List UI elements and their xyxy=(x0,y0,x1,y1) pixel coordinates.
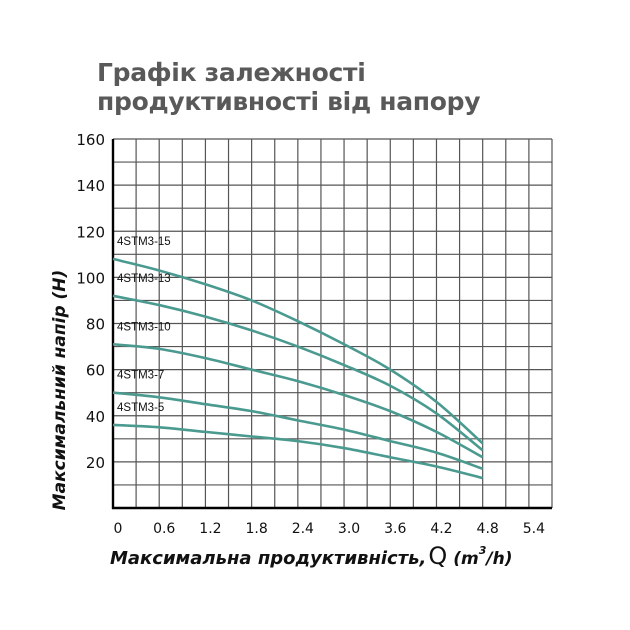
y-tick-label: 160 xyxy=(76,131,105,149)
x-tick-label: 3.0 xyxy=(338,521,360,537)
x-tick-label: 4.2 xyxy=(430,521,452,537)
y-tick-label: 100 xyxy=(76,269,105,287)
x-tick-label: 4.8 xyxy=(477,521,499,537)
series-line-4stm3-13 xyxy=(112,294,484,452)
chart-title: Графік залежності продуктивності від нап… xyxy=(97,58,481,116)
y-tick-label: 20 xyxy=(86,454,105,472)
series-line-4stm3-5 xyxy=(112,423,483,480)
series-label: 4STM3-15 xyxy=(117,236,171,248)
y-tick-label: 40 xyxy=(86,408,105,426)
series-label: 4STM3-5 xyxy=(117,402,164,414)
x-tick-label: 2.4 xyxy=(292,521,314,537)
x-axis-label-q: Q xyxy=(428,542,448,570)
series-label: 4STM3-10 xyxy=(117,321,171,333)
y-tick-label: 140 xyxy=(76,177,105,195)
y-axis-label: Максимальний напір (H) xyxy=(50,269,70,511)
series-line-4stm3-10 xyxy=(112,342,484,459)
x-axis-label-text: Максимальна продуктивність, xyxy=(110,548,427,569)
x-tick-label: 1.2 xyxy=(199,521,221,537)
y-tick-label: 120 xyxy=(76,223,105,241)
x-tick-label: 0.6 xyxy=(153,521,175,537)
x-tick-label: 5.4 xyxy=(523,521,545,537)
series-line-4stm3-15 xyxy=(112,257,484,445)
x-axis-unit: (m3/h) xyxy=(453,544,513,569)
y-tick-label: 80 xyxy=(86,316,105,334)
series-label: 4STM3-7 xyxy=(117,370,164,382)
x-axis-label: Максимальна продуктивність,Q (m3/h) xyxy=(110,542,513,570)
x-tick-label: 3.6 xyxy=(384,521,406,537)
x-tick-label: 1.8 xyxy=(245,521,267,537)
series-line-4stm3-7 xyxy=(112,391,484,471)
y-tick-label: 60 xyxy=(86,362,105,380)
series-label: 4STM3-13 xyxy=(117,273,171,285)
x-tick-label: 0 xyxy=(114,521,123,537)
